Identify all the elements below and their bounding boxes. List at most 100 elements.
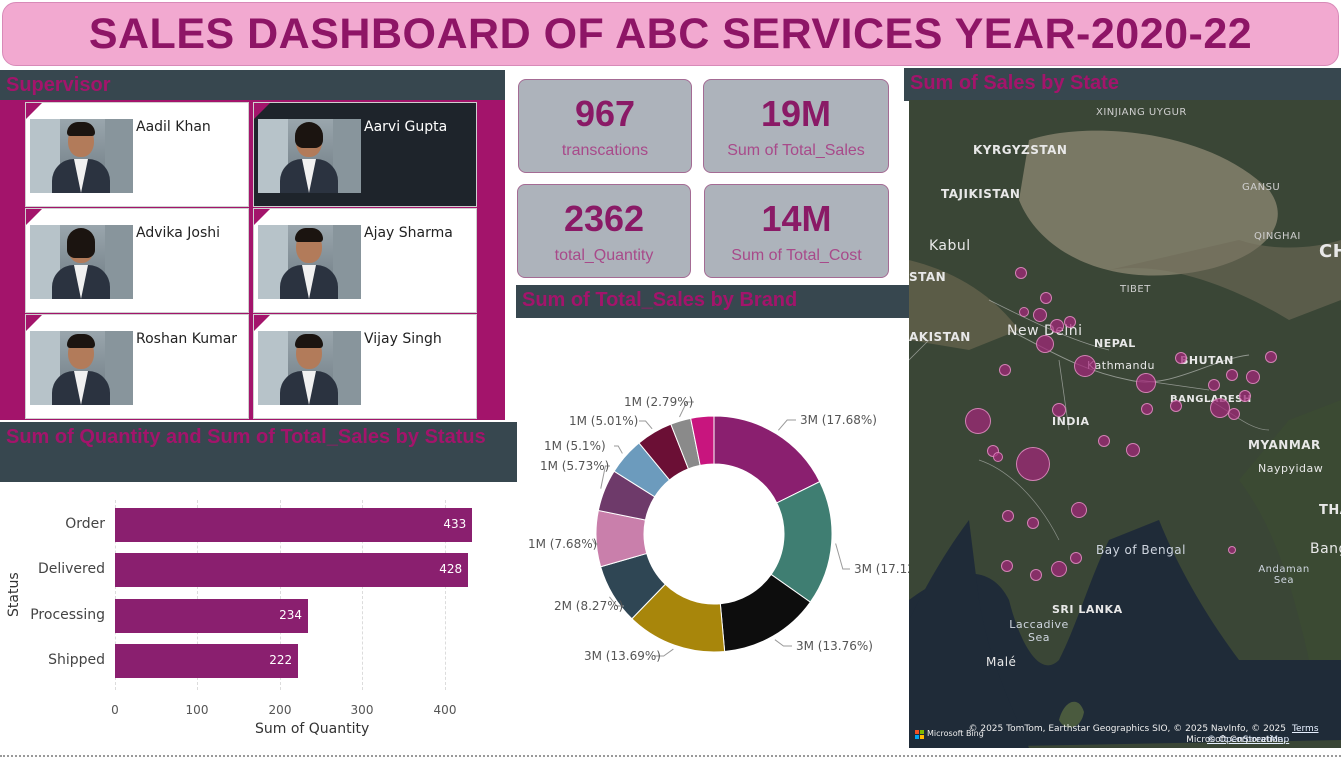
x-axis-label: Sum of Quantity xyxy=(255,721,370,737)
supervisor-card[interactable]: Aadil Khan xyxy=(25,102,249,207)
map-bubble[interactable] xyxy=(1019,307,1029,317)
map-label-laccadive-sea: Laccadive Sea xyxy=(1009,618,1069,644)
map-bubble[interactable] xyxy=(1050,319,1064,333)
x-tick: 200 xyxy=(268,703,292,717)
map-bubble[interactable] xyxy=(1126,443,1140,457)
map-bubble[interactable] xyxy=(1141,403,1153,415)
donut-leader-line xyxy=(777,419,796,431)
bar-processing[interactable]: 234 xyxy=(115,599,309,633)
donut-data-label: 3M (13.69%) xyxy=(584,649,661,663)
map-bubble[interactable] xyxy=(1030,569,1042,581)
donut-leader-line xyxy=(600,465,610,489)
map-bubble[interactable] xyxy=(1064,316,1076,328)
donut-data-label: 1M (2.79%) xyxy=(624,395,693,409)
map-bubble[interactable] xyxy=(1136,373,1156,393)
donut-data-label: 2M (8.27%) xyxy=(554,599,623,613)
donut-data-label: 3M (17.68%) xyxy=(800,413,877,427)
supervisor-name: Aadil Khan xyxy=(136,119,211,135)
brand-donut-chart[interactable]: 3M (17.68%) 3M (17.12%) 3M (13.76%) 3M (13.… xyxy=(516,318,909,728)
gridline xyxy=(280,500,281,690)
map-bubble[interactable] xyxy=(1002,510,1014,522)
map-label-male: Malé xyxy=(986,655,1017,669)
map-label-kyrgyzstan: KYRGYZSTAN xyxy=(973,143,1068,157)
status-chart-header: Sum of Quantity and Sum of Total_Sales b… xyxy=(0,422,517,482)
map-bubble[interactable] xyxy=(1001,560,1013,572)
map-bubble[interactable] xyxy=(1033,308,1047,322)
map-bubble[interactable] xyxy=(1016,447,1050,481)
map-bubble[interactable] xyxy=(1015,267,1027,279)
bar-value-label: 222 xyxy=(269,653,293,667)
donut-leader-line xyxy=(614,445,623,454)
card-corner xyxy=(26,315,42,331)
donut-slice[interactable] xyxy=(690,415,715,466)
map-bubble[interactable] xyxy=(1228,546,1236,554)
supervisor-card-selected[interactable]: Aarvi Gupta xyxy=(253,102,477,207)
map-bubble[interactable] xyxy=(965,408,991,434)
map-bubble[interactable] xyxy=(1052,403,1066,417)
map-bubble[interactable] xyxy=(993,452,1003,462)
map-bubble[interactable] xyxy=(1051,561,1067,577)
map-label-kathmandu: Kathmandu xyxy=(1087,359,1155,372)
map-bubble[interactable] xyxy=(1027,517,1039,529)
kpi-value: 967 xyxy=(574,93,636,134)
supervisor-name: Advika Joshi xyxy=(136,225,221,241)
map-bubble[interactable] xyxy=(1210,398,1230,418)
avatar xyxy=(258,225,361,299)
india-bubble-map[interactable]: XINJIANG UYGUR KYRGYZSTAN TAJIKISTAN GAN… xyxy=(909,100,1341,748)
avatar xyxy=(30,331,133,405)
map-label-kabul: Kabul xyxy=(929,238,971,254)
map-bubble[interactable] xyxy=(999,364,1011,376)
bar-value-label: 234 xyxy=(279,608,303,622)
map-label-tajikistan: TAJIKISTAN xyxy=(941,187,1021,201)
bar-category-label: Order xyxy=(65,516,105,532)
donut-data-label: 1M (7.68%) xyxy=(528,537,597,551)
osm-link[interactable]: © OpenStreetMap xyxy=(1207,735,1290,745)
supervisor-card[interactable]: Advika Joshi xyxy=(25,208,249,313)
map-bubble[interactable] xyxy=(1208,379,1220,391)
kpi-card-total-cost[interactable]: 14M Sum of Total_Cost xyxy=(704,184,889,278)
kpi-card-total-quantity[interactable]: 2362 total_Quantity xyxy=(517,184,691,278)
supervisor-card[interactable]: Roshan Kumar xyxy=(25,314,249,419)
map-label-qinghai: QINGHAI xyxy=(1254,231,1301,242)
gridline xyxy=(362,500,363,690)
map-bubble[interactable] xyxy=(1175,352,1187,364)
donut-data-label: 3M (17.12%) xyxy=(854,562,909,576)
map-bubble[interactable] xyxy=(1228,408,1240,420)
map-label-bhutan: BHUTAN xyxy=(1180,354,1234,367)
x-tick: 100 xyxy=(185,703,209,717)
map-label-gansu: GANSU xyxy=(1242,182,1281,193)
map-bubble[interactable] xyxy=(1071,502,1087,518)
kpi-value: 14M xyxy=(761,198,832,239)
map-bubble[interactable] xyxy=(1170,400,1182,412)
avatar xyxy=(30,119,133,193)
map-label-bangladesh: BANGLADESH xyxy=(1170,394,1252,405)
bar-delivered[interactable]: 428 xyxy=(115,553,469,587)
x-tick: 300 xyxy=(350,703,374,717)
map-bubble[interactable] xyxy=(1265,351,1277,363)
map-bubble[interactable] xyxy=(1246,370,1260,384)
kpi-card-transactions[interactable]: 967 transcations xyxy=(518,79,692,173)
card-corner xyxy=(26,103,42,119)
map-label-india: INDIA xyxy=(1052,415,1090,428)
bar-order[interactable]: 433 xyxy=(115,508,473,542)
bar-category-label: Delivered xyxy=(37,561,105,577)
donut-data-label: 1M (5.73%) xyxy=(540,459,609,473)
map-bubble[interactable] xyxy=(1239,390,1251,402)
map-label-bangko: Bangko xyxy=(1310,541,1341,557)
map-bubble[interactable] xyxy=(1070,552,1082,564)
bar-shipped[interactable]: 222 xyxy=(115,644,299,678)
map-header: Sum of Sales by State xyxy=(904,68,1341,101)
map-bubble[interactable] xyxy=(1040,292,1052,304)
kpi-card-total-sales[interactable]: 19M Sum of Total_Sales xyxy=(703,79,889,173)
supervisor-card[interactable]: Ajay Sharma xyxy=(253,208,477,313)
supervisor-header: Supervisor xyxy=(0,70,505,100)
avatar xyxy=(258,331,361,405)
map-bubble[interactable] xyxy=(1036,335,1054,353)
map-bubble[interactable] xyxy=(1226,369,1238,381)
map-bubble[interactable] xyxy=(1074,355,1096,377)
map-label-bay-of-bengal: Bay of Bengal xyxy=(1096,543,1186,557)
supervisor-card[interactable]: Vijay Singh xyxy=(253,314,477,419)
map-bubble[interactable] xyxy=(1098,435,1110,447)
terms-link[interactable]: Terms xyxy=(1292,724,1319,734)
dashboard-title: SALES DASHBOARD OF ABC SERVICES YEAR-202… xyxy=(88,9,1253,58)
